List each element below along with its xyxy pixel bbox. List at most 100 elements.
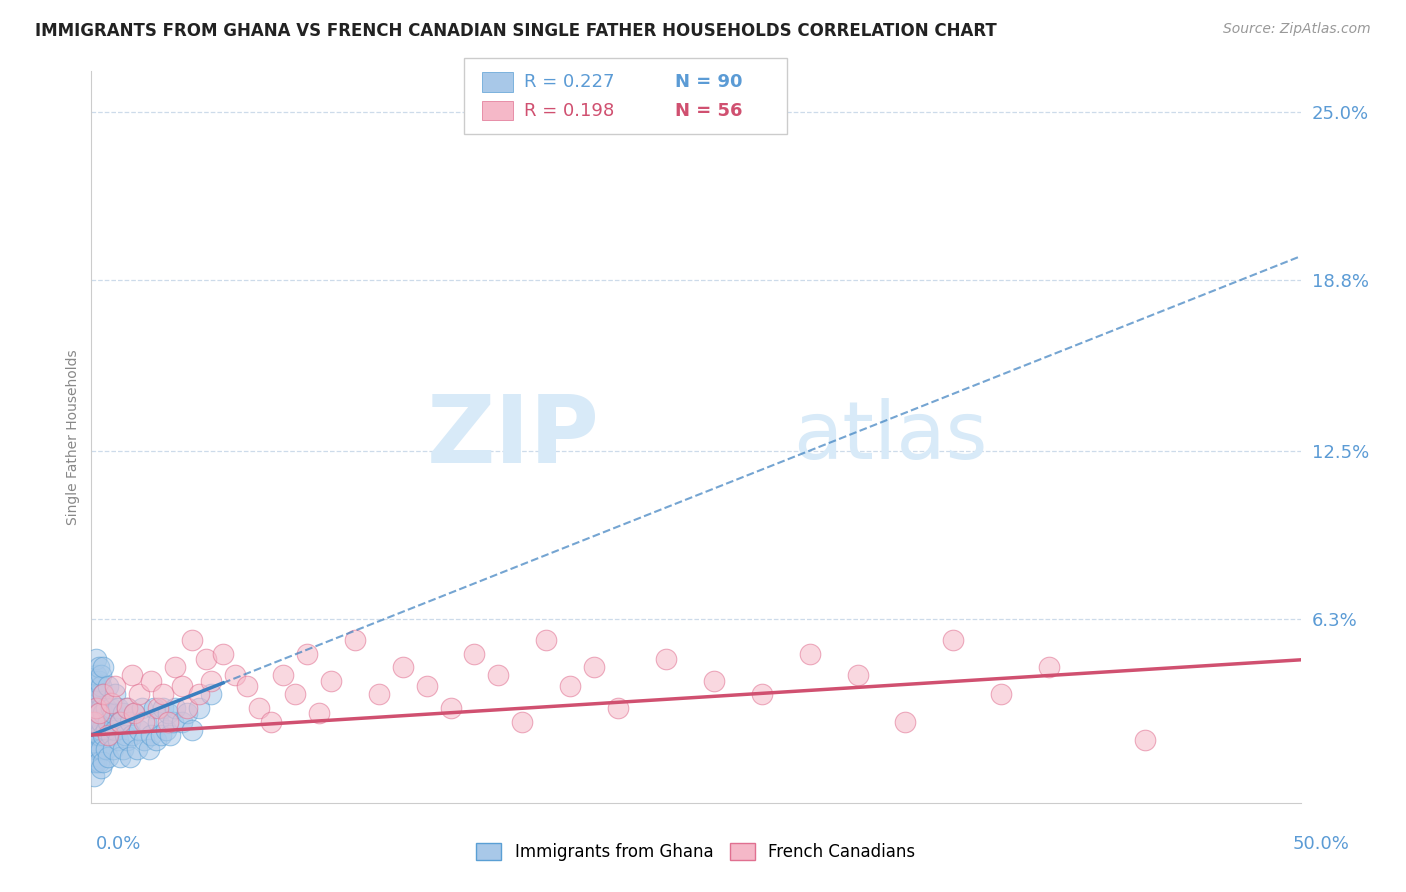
Point [271,668,294,682]
Point [751,688,773,702]
Text: R = 0.198: R = 0.198 [524,102,614,120]
Point [343,633,366,648]
Point [93,706,115,721]
Point [94,741,117,756]
Point [212,647,235,661]
Point [536,633,558,648]
Point [284,688,307,702]
Point [181,633,204,648]
Point [125,741,148,756]
Point [90,714,112,729]
Point [84,706,107,721]
Point [117,701,139,715]
Point [84,755,107,769]
Point [90,701,112,715]
Point [108,714,131,729]
Point [132,733,155,747]
Point [90,741,112,756]
Point [512,714,534,729]
Point [1133,733,1156,747]
Point [97,749,120,764]
Point [391,660,413,674]
Point [607,701,630,715]
Point [165,701,187,715]
Point [583,660,606,674]
Point [93,728,115,742]
Point [101,741,124,756]
Point [84,652,107,666]
Point [135,714,157,729]
Point [200,688,222,702]
Point [83,714,105,729]
Text: N = 56: N = 56 [675,102,742,120]
Point [97,714,120,729]
Point [107,701,129,715]
Point [176,706,198,721]
Point [83,755,105,769]
Point [560,679,582,693]
Text: R = 0.227: R = 0.227 [524,73,614,91]
Point [90,679,112,693]
Point [1038,660,1060,674]
Point [87,688,110,702]
Point [83,733,105,747]
Point [148,714,170,729]
Point [100,728,122,742]
Point [894,714,917,729]
Point [655,652,678,666]
Point [117,701,139,715]
Point [200,673,222,688]
Point [990,688,1012,702]
Point [156,706,179,721]
Text: Source: ZipAtlas.com: Source: ZipAtlas.com [1223,22,1371,37]
Point [131,701,153,715]
Point [159,728,181,742]
Point [93,688,115,702]
Text: 50.0%: 50.0% [1294,835,1350,853]
Point [128,688,150,702]
Point [117,733,139,747]
Text: ZIP: ZIP [426,391,599,483]
Point [100,696,122,710]
Point [156,714,179,729]
Point [148,701,170,715]
Point [94,701,117,715]
Point [84,741,107,756]
Point [84,714,107,729]
Point [84,728,107,742]
Point [145,733,167,747]
Point [108,714,131,729]
Point [93,688,115,702]
Point [415,679,437,693]
Point [295,647,318,661]
Point [152,688,174,702]
Point [93,660,115,674]
Point [100,701,122,715]
Point [439,701,461,715]
Point [149,728,172,742]
Point [93,755,115,769]
Point [90,723,112,737]
Point [83,673,105,688]
Point [84,679,107,693]
Point [87,728,110,742]
Text: 0.0%: 0.0% [96,835,141,853]
Point [152,701,174,715]
Point [195,652,218,666]
Point [132,714,155,729]
Point [87,755,110,769]
Point [83,701,105,715]
Point [176,701,198,715]
Point [181,723,204,737]
Point [942,633,965,648]
Point [84,688,107,702]
Point [188,688,211,702]
Point [236,679,259,693]
Point [118,714,141,729]
Point [104,688,127,702]
Point [87,714,110,729]
Point [87,701,110,715]
Point [367,688,389,702]
Point [101,706,124,721]
Point [141,728,163,742]
